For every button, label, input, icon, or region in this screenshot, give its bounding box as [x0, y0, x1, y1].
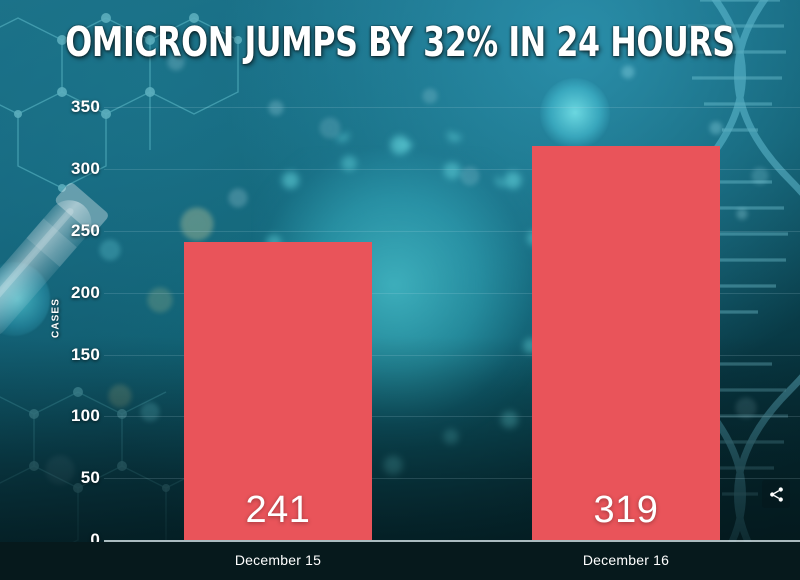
y-tick-label: 200	[71, 282, 100, 302]
x-tick-label: December 15	[234, 552, 322, 568]
share-button[interactable]	[762, 480, 790, 508]
y-tick-label: 300	[71, 159, 100, 179]
x-axis-line	[104, 540, 800, 542]
y-tick-label: 150	[71, 344, 100, 364]
y-axis: 0 50 100 150 200 250 300 350	[0, 0, 100, 580]
y-tick-label: 250	[71, 220, 100, 240]
y-tick-label: 100	[71, 406, 100, 426]
bar-value-label: 241	[245, 488, 311, 531]
page-title: OMICRON JUMPS BY 32% IN 24 HOURS	[65, 18, 735, 66]
bar[interactable]: 241	[184, 242, 372, 540]
y-tick-label: 350	[71, 97, 100, 117]
share-icon	[769, 486, 783, 502]
bar-value-label: 319	[593, 488, 659, 531]
bar[interactable]: 319	[532, 145, 720, 540]
x-axis-footer-band	[0, 542, 800, 580]
x-tick-label: December 16	[582, 552, 670, 568]
y-tick-label: 50	[80, 468, 100, 488]
y-tick-label: 0	[90, 530, 100, 549]
